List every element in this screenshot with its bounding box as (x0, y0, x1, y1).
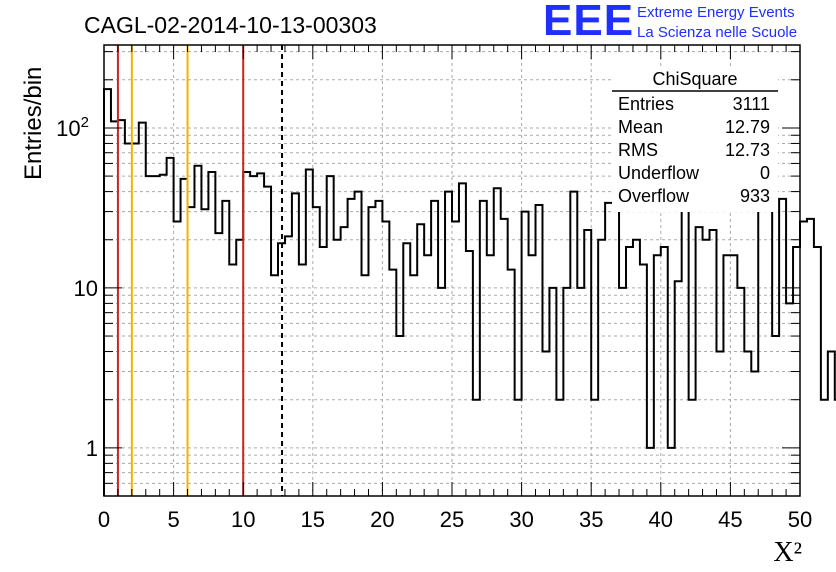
x-tick-label: 40 (649, 507, 673, 532)
y-tick-label: 10 (74, 276, 98, 301)
x-tick-label: 30 (509, 507, 533, 532)
y-tick-label-exponent: 2 (81, 114, 89, 131)
x-axis-label: X² (773, 537, 802, 568)
stats-label: RMS (618, 140, 658, 160)
stats-value: 0 (760, 163, 770, 183)
page-title: CAGL-02-2014-10-13-00303 (84, 12, 377, 38)
stats-label: Underflow (618, 163, 700, 183)
stats-value: 3111 (733, 94, 770, 114)
x-tick-label: 50 (788, 507, 812, 532)
logo-text-line-1: Extreme Energy Events (637, 4, 795, 21)
x-tick-label: 35 (579, 507, 603, 532)
logo-text-line-2: La Scienza nelle Scuole (637, 24, 798, 41)
y-tick-label: 102 (56, 114, 89, 141)
eee-logo: EEE (543, 0, 635, 45)
x-tick-label: 15 (301, 507, 325, 532)
stats-value: 933 (740, 186, 770, 206)
x-tick-label: 0 (98, 507, 110, 532)
x-tick-label: 5 (167, 507, 179, 532)
y-tick-label: 1 (86, 436, 98, 461)
x-tick-label: 20 (370, 507, 394, 532)
x-tick-label: 25 (440, 507, 464, 532)
x-tick-label: 45 (718, 507, 742, 532)
stats-value: 12.73 (725, 140, 770, 160)
stats-label: Overflow (618, 186, 690, 206)
histogram-series (103, 88, 836, 496)
stats-label: Mean (618, 117, 663, 137)
stats-label: Entries (618, 94, 674, 114)
stats-value: 12.79 (725, 117, 770, 137)
x-tick-label: 10 (231, 507, 255, 532)
stats-title: ChiSquare (652, 69, 737, 89)
